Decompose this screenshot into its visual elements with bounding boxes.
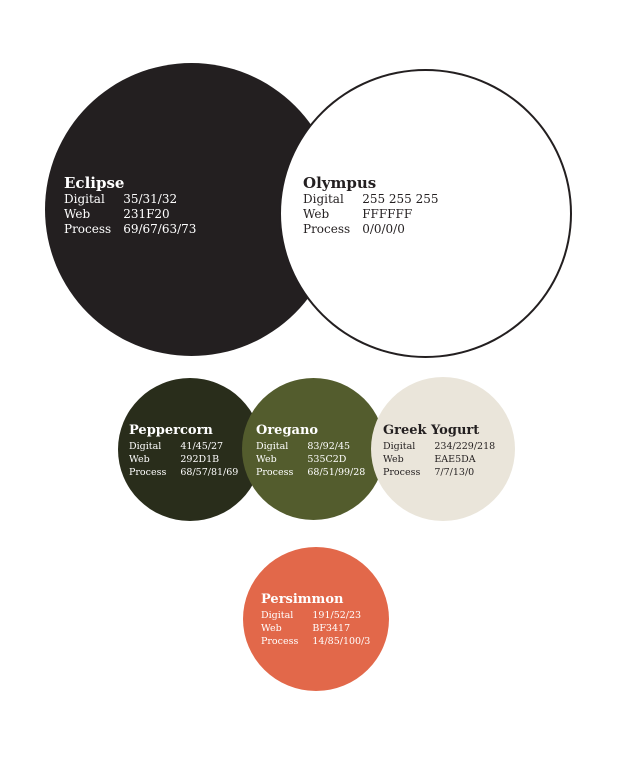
spec-label: Digital [383,441,416,452]
spec-value: 83/92/45 [307,441,351,452]
spec-label: Process [261,636,299,647]
spec-label: Digital [256,441,289,452]
spec-value: 68/57/81/69 [180,467,239,478]
spec-label: Web [383,454,404,465]
swatch-name: Oregano [256,423,319,438]
spec-label: Process [256,467,294,478]
swatch-specs: Digital 191/52/23 Web BF3417 Process 14/… [261,609,370,648]
spec-value: 41/45/27 [180,441,224,452]
spec-label: Web [64,207,91,221]
swatch-name: Peppercorn [129,423,213,438]
swatch-circle-peppercorn [118,378,262,521]
swatch-label-oregano: Oregano Digital 83/92/45 Web 535C2D Proc… [256,423,365,479]
spec-label: Process [64,222,112,236]
swatch-label-eclipse: Eclipse Digital 35/31/32 Web 231F20 Proc… [64,175,196,237]
swatch-specs: Digital 255 255 255 Web FFFFFF Process 0… [303,192,439,237]
spec-value: EAE5DA [434,454,476,465]
swatch-specs: Digital 234/229/218 Web EAE5DA Process 7… [383,440,495,479]
swatch-name: Olympus [303,174,377,192]
spec-label: Digital [261,610,294,621]
spec-value: 234/229/218 [434,441,496,452]
spec-label: Web [261,623,282,634]
swatch-circle-persimmon [243,547,389,691]
swatch-specs: Digital 83/92/45 Web 535C2D Process 68/5… [256,440,365,479]
spec-value: 35/31/32 [123,192,178,206]
swatch-label-peppercorn: Peppercorn Digital 41/45/27 Web 292D1B P… [129,423,238,479]
spec-value: BF3417 [312,623,351,634]
spec-label: Web [303,207,330,221]
spec-value: 68/51/99/28 [307,467,366,478]
swatch-name: Greek Yogurt [383,423,480,438]
swatch-specs: Digital 35/31/32 Web 231F20 Process 69/6… [64,192,196,237]
spec-value: 69/67/63/73 [123,222,197,236]
swatch-circle-greek-yogurt [371,377,515,521]
swatch-label-greek-yogurt: Greek Yogurt Digital 234/229/218 Web EAE… [383,423,495,479]
swatch-circle-olympus [279,69,572,358]
spec-label: Process [303,222,351,236]
spec-label: Process [129,467,167,478]
swatch-name: Eclipse [64,174,125,192]
spec-label: Process [383,467,421,478]
spec-label: Digital [129,441,162,452]
spec-value: 14/85/100/3 [312,636,371,647]
spec-label: Web [256,454,277,465]
spec-value: 292D1B [180,454,220,465]
swatch-label-olympus: Olympus Digital 255 255 255 Web FFFFFF P… [303,175,439,237]
spec-value: 535C2D [307,454,347,465]
spec-label: Digital [303,192,344,206]
swatch-label-persimmon: Persimmon Digital 191/52/23 Web BF3417 P… [261,592,370,648]
spec-label: Web [129,454,150,465]
spec-value: 0/0/0/0 [362,222,405,236]
swatch-specs: Digital 41/45/27 Web 292D1B Process 68/5… [129,440,238,479]
spec-value: 231F20 [123,207,170,221]
swatch-name: Persimmon [261,592,344,607]
spec-value: 255 255 255 [362,192,439,206]
spec-value: 191/52/23 [312,610,362,621]
spec-value: 7/7/13/0 [434,467,475,478]
swatch-circle-oregano [242,378,385,520]
spec-value: FFFFFF [362,207,413,221]
spec-label: Digital [64,192,105,206]
